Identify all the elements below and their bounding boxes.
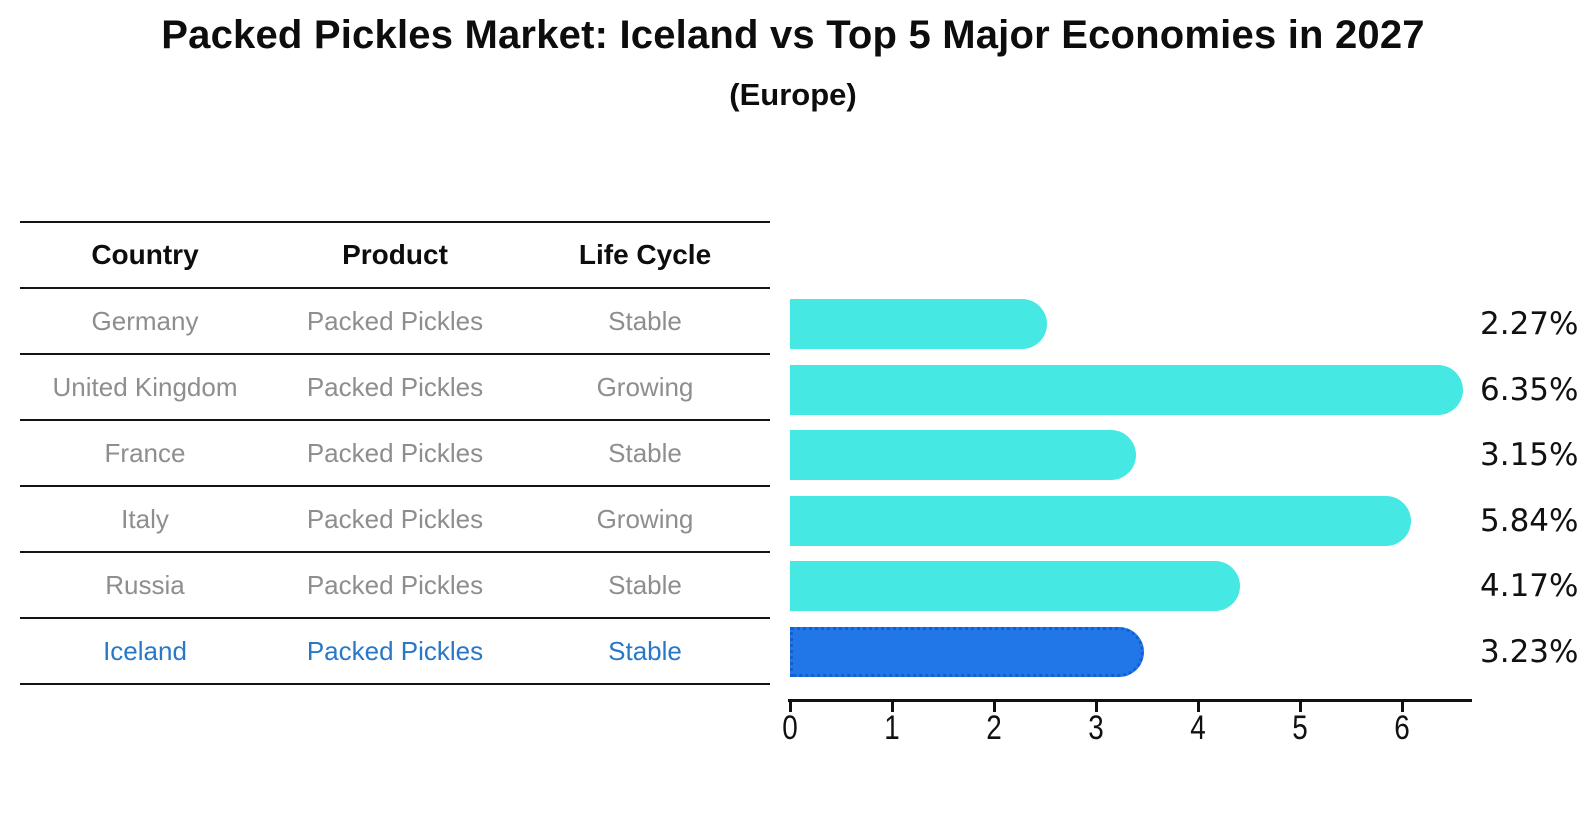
product-cell: Packed Pickles xyxy=(306,371,484,402)
country-cell: United Kingdom xyxy=(52,371,238,402)
x-axis-tick-label: 2 xyxy=(986,709,1002,747)
x-axis-tick-mark xyxy=(1095,702,1098,712)
column-header-product: Product xyxy=(342,239,448,270)
x-axis-tick-mark xyxy=(993,702,996,712)
column-header-country: Country xyxy=(91,239,199,270)
life-cycle-cell: Stable xyxy=(608,635,682,666)
x-axis-tick-label: 6 xyxy=(1394,709,1410,747)
bar-germany xyxy=(790,299,1047,349)
product-cell: Packed Pickles xyxy=(306,437,484,468)
product-cell: Packed Pickles xyxy=(306,569,484,600)
value-label-iceland: 3.23% xyxy=(1480,634,1579,670)
bar-russia xyxy=(790,561,1240,611)
bar-italy xyxy=(790,496,1411,546)
table-row-united-kingdom: United Kingdom Packed Pickles Growing xyxy=(20,355,770,421)
table-row-italy: Italy Packed Pickles Growing xyxy=(20,487,770,553)
x-axis-tick-mark xyxy=(1299,702,1302,712)
table-row-iceland-highlighted: Iceland Packed Pickles Stable xyxy=(20,619,770,685)
product-cell: Packed Pickles xyxy=(306,503,484,534)
value-label-germany: 2.27% xyxy=(1480,306,1579,342)
x-axis-tick-mark xyxy=(789,702,792,712)
bar-france xyxy=(790,430,1136,480)
value-label-united-kingdom: 6.35% xyxy=(1480,372,1579,408)
product-cell: Packed Pickles xyxy=(306,635,484,666)
chart-subtitle: (Europe) xyxy=(729,77,857,112)
country-cell: Iceland xyxy=(103,635,187,666)
table-header-row: Country Product Life Cycle xyxy=(20,223,770,289)
value-label-france: 3.15% xyxy=(1480,437,1579,473)
chart-title: Packed Pickles Market: Iceland vs Top 5 … xyxy=(161,13,1425,57)
x-axis-tick-mark xyxy=(1401,702,1404,712)
country-table: Country Product Life Cycle Germany Packe… xyxy=(20,221,770,685)
life-cycle-cell: Stable xyxy=(608,305,682,336)
bar-united-kingdom xyxy=(790,365,1463,415)
x-axis-tick-label: 4 xyxy=(1190,709,1206,747)
x-axis-tick-label: 5 xyxy=(1292,709,1308,747)
country-cell: France xyxy=(104,437,186,468)
country-cell: Russia xyxy=(105,569,185,600)
x-axis-tick-label: 1 xyxy=(884,709,900,747)
country-cell: Italy xyxy=(121,503,169,534)
x-axis-tick-label: 3 xyxy=(1088,709,1104,747)
x-axis-tick-label: 0 xyxy=(782,709,798,747)
table-row-russia: Russia Packed Pickles Stable xyxy=(20,553,770,619)
x-axis-tick-mark xyxy=(1197,702,1200,712)
x-axis-tick-mark xyxy=(891,702,894,712)
value-label-italy: 5.84% xyxy=(1480,503,1579,539)
x-axis-line xyxy=(788,699,1472,702)
product-cell: Packed Pickles xyxy=(306,305,484,336)
life-cycle-cell: Stable xyxy=(608,437,682,468)
life-cycle-cell: Growing xyxy=(596,371,694,402)
life-cycle-cell: Growing xyxy=(596,503,694,534)
country-cell: Germany xyxy=(91,305,199,336)
value-label-russia: 4.17% xyxy=(1480,568,1579,604)
table-row-germany: Germany Packed Pickles Stable xyxy=(20,289,770,355)
life-cycle-cell: Stable xyxy=(608,569,682,600)
bar-iceland xyxy=(790,627,1144,677)
column-header-life-cycle: Life Cycle xyxy=(578,239,712,270)
table-row-france: France Packed Pickles Stable xyxy=(20,421,770,487)
